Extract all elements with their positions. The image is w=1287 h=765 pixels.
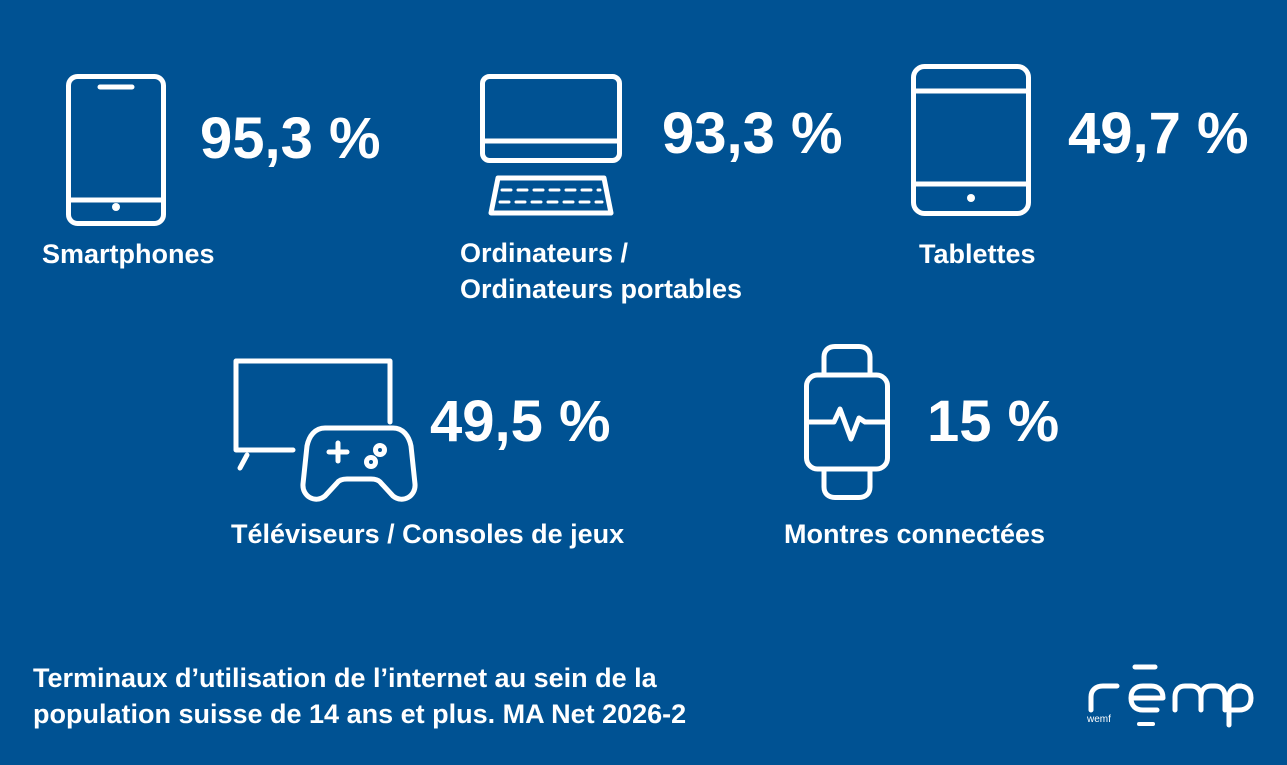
label-smartphones: Smartphones — [42, 239, 215, 269]
value-smartphones: 95,3 % — [200, 106, 381, 171]
value-televiseurs: 49,5 % — [430, 389, 611, 454]
desktop-computer-icon — [480, 74, 622, 216]
footer-line1: Terminaux d’utilisation de l’internet au… — [33, 663, 657, 693]
value-ordinateurs: 93,3 % — [662, 101, 843, 166]
tablet-icon — [911, 64, 1031, 216]
tv-gamepad-icon — [233, 358, 418, 502]
label-montres: Montres connectées — [784, 519, 1046, 549]
value-montres: 15 % — [927, 389, 1060, 454]
value-tablettes: 49,7 % — [1068, 101, 1249, 166]
footer-line2: population suisse de 14 ans et plus. MA … — [33, 699, 687, 729]
label-televiseurs: Téléviseurs / Consoles de jeux — [231, 519, 625, 549]
smartphone-icon — [66, 74, 166, 226]
remp-logo — [1088, 664, 1254, 728]
label-ordinateurs-line1: Ordinateurs / — [460, 238, 629, 268]
smartwatch-icon — [804, 344, 890, 500]
label-tablettes: Tablettes — [919, 239, 1036, 269]
logo-wemf-text: wemf — [1087, 714, 1111, 725]
label-ordinateurs-line2: Ordinateurs portables — [460, 274, 743, 304]
